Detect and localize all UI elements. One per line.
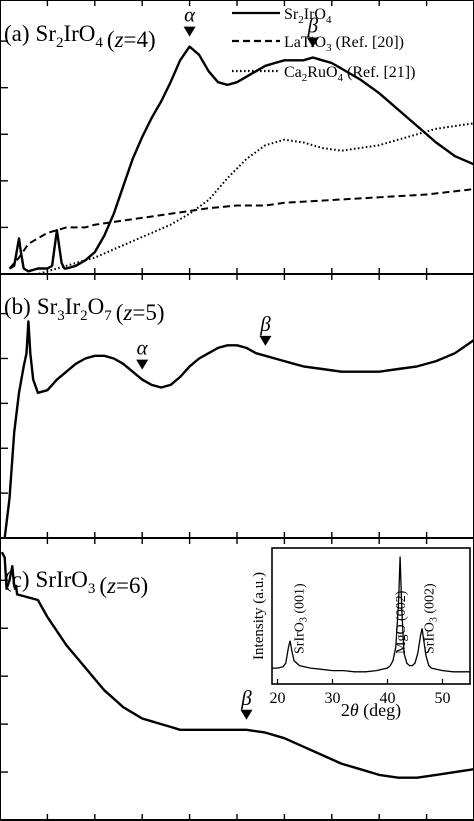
legend-label-0: Sr2IrO4 — [284, 6, 332, 26]
inset-peak-labels: SrIrO3 (001) MgO (002) SrIrO3 (002) — [292, 583, 439, 654]
panel-b-marker-label-0: α — [137, 336, 149, 360]
panel-c-title: (c) SrIrO3 (z=6) — [4, 567, 148, 598]
panel-b-title: (b) Sr3Ir2O7 (z=5) — [4, 294, 165, 325]
panel-a-marker-label-1: β — [307, 14, 319, 38]
panel-c-formula: SrIrO3 — [36, 567, 96, 597]
panel-c-plot — [0, 551, 474, 779]
panel-a-z: z=4 — [114, 27, 149, 52]
inset-series-xrd — [272, 556, 470, 673]
inset-x-tick-label: 20 — [270, 690, 286, 707]
panel-a-marker-label-0: α — [184, 3, 196, 27]
x-axis-ticks — [46, 0, 428, 820]
inset-ticks: 20 30 40 50 — [270, 679, 451, 707]
inset-peak-label-1: MgO (002) — [394, 590, 409, 654]
inset-ylabel: Intensity (a.u.) — [251, 572, 267, 660]
panel-b-label: (b) — [4, 294, 31, 319]
legend-label-1: LaTiO3 (Ref. [20]) — [284, 34, 404, 54]
panel-b-markers: αβ — [136, 312, 272, 370]
panel-a-series-1 — [8, 188, 474, 270]
panel-c-series-0 — [0, 551, 474, 779]
panel-b-marker-triangle-1 — [259, 335, 272, 346]
panel-a-formula: Sr2IrO4 — [36, 21, 104, 51]
inset-peak-label-0: SrIrO3 (001) — [292, 583, 309, 654]
inset-plot — [272, 556, 470, 673]
panel-a-plot — [8, 45, 474, 275]
inset-xlabel: 2θ (deg) — [341, 700, 401, 721]
legend-label-2: Ca2RuO4 (Ref. [21]) — [284, 64, 415, 84]
panel-b-z: z=5 — [122, 300, 156, 325]
panel-b-marker-triangle-0 — [136, 359, 149, 370]
panel-b-series-0 — [3, 320, 474, 539]
inset-x-tick-label: 30 — [325, 690, 341, 707]
panel-c-label: (c) — [4, 567, 30, 592]
panel-c-z: z=6 — [106, 573, 140, 598]
panel-c-marker-triangle-0 — [240, 709, 253, 720]
panel-b-plot — [3, 320, 474, 539]
inset: SrIrO3 (001) MgO (002) SrIrO3 (002) 20 30 40… — [251, 547, 471, 721]
inset-frame — [271, 547, 471, 685]
panel-b-formula: Sr3Ir2O7 — [37, 294, 112, 324]
y-axis-ticks — [0, 40, 8, 773]
inset-x-tick-label: 50 — [435, 690, 451, 707]
panel-b-marker-label-1: β — [259, 312, 271, 336]
panel-a-marker-triangle-1 — [306, 37, 319, 48]
panel-a-marker-triangle-0 — [183, 26, 196, 37]
panel-a-series-2 — [19, 122, 474, 275]
inset-peak-label-2: SrIrO3 (002) — [423, 583, 440, 654]
panel-a-label: (a) — [4, 21, 30, 46]
inset-x-tick-label: 40 — [380, 690, 396, 707]
legend: Sr2IrO4 LaTiO3 (Ref. [20]) Ca2RuO4 (Ref. [… — [232, 6, 415, 84]
panel-a-series-0 — [8, 45, 474, 273]
panel-c-marker-label-0: β — [240, 686, 252, 710]
panel-a-title: (a) Sr2IrO4 (z=4) — [4, 21, 156, 52]
panel-b: αβ (b) Sr3Ir2O7 (z=5) — [0, 273, 474, 539]
panel-c-markers: β — [240, 686, 253, 720]
